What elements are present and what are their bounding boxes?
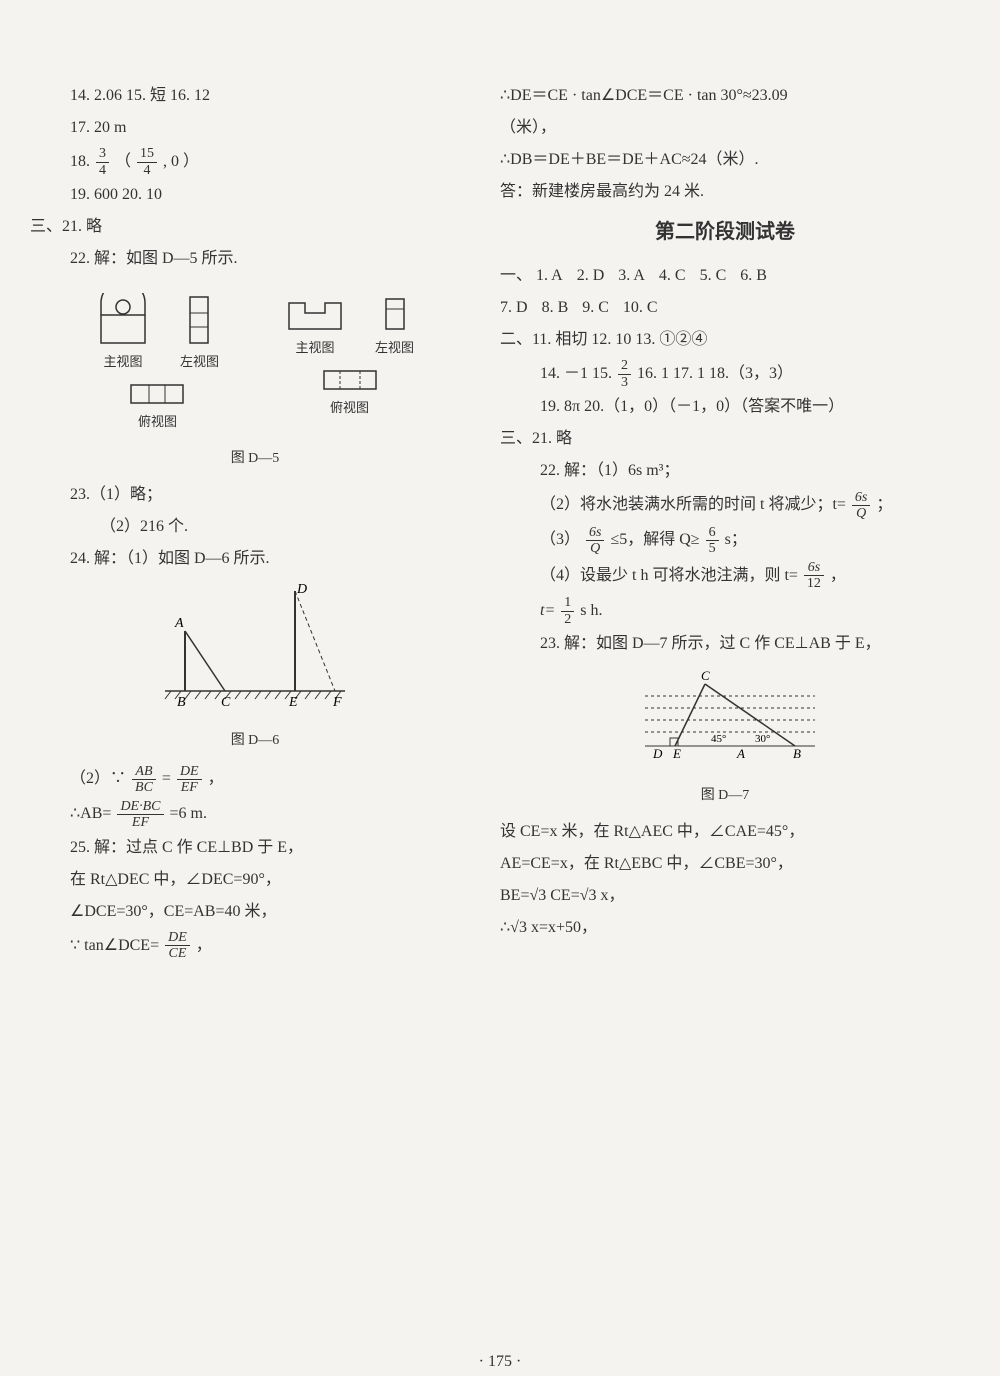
- figure-d6: A B C D E F 图 D—6: [30, 581, 480, 755]
- figure-d5: 主视图 左视图: [30, 281, 480, 473]
- q22-header: 22. 解：如图 D—5 所示.: [30, 243, 480, 275]
- svg-text:D: D: [652, 746, 663, 761]
- ans-4: 4. C: [659, 260, 686, 292]
- r-top-line4: 答：新建楼房最高约为 24 米.: [500, 176, 950, 208]
- r-q23-l3: BE=√3 CE=√3 x，: [500, 880, 950, 912]
- svg-text:A: A: [736, 746, 745, 761]
- svg-text:45°: 45°: [711, 733, 726, 745]
- paren-open: （: [115, 153, 135, 170]
- fig5-group1-left-view-icon: [186, 293, 212, 347]
- section-1-label: 一、 1. A 2. D 3. A 4. C 5. C 6. B: [500, 260, 950, 292]
- q24-part2: （2）∵ ABBC = DEEF ，: [30, 761, 480, 796]
- fig5-main-label-1: 主视图: [103, 349, 142, 375]
- fig5-top-label-2: 俯视图: [330, 395, 369, 421]
- svg-text:C: C: [221, 695, 231, 710]
- q25-line2: 在 Rt△DEC 中，∠DEC=90°，: [30, 864, 480, 896]
- ans-3: 3. A: [618, 260, 645, 292]
- fig7-caption: 图 D—7: [500, 782, 950, 810]
- q24-header: 24. 解：（1）如图 D—6 所示.: [30, 543, 480, 575]
- q25-line1: 25. 解：过点 C 作 CE⊥BD 于 E，: [30, 832, 480, 864]
- answer-q17: 17. 20 m: [30, 112, 480, 144]
- ans-14-18: 14. －1 15. 23 16. 1 17. 1 18.（3，3）: [500, 356, 950, 391]
- svg-text:D: D: [296, 582, 307, 597]
- frac-3-4: 34: [96, 146, 109, 178]
- fig5-main-label-2: 主视图: [295, 335, 334, 361]
- q24-therefore: ∴AB= DE·BCEF =6 m.: [30, 796, 480, 831]
- svg-text:30°: 30°: [755, 733, 770, 745]
- svg-text:F: F: [332, 695, 342, 710]
- fig5-group2-top-view-icon: [320, 367, 380, 393]
- svg-text:B: B: [177, 695, 186, 710]
- fig5-caption: 图 D—5: [30, 445, 480, 473]
- fig5-top-label-1: 俯视图: [138, 409, 177, 435]
- r-q23-l4: ∴√3 x=x+50，: [500, 912, 950, 944]
- ans-19-20: 19. 8π 20.（1，0）（－1，0）（答案不唯一）: [500, 391, 950, 423]
- page-number: · 175 ·: [20, 1003, 980, 1371]
- ans-7-10: 7. D 8. B 9. C 10. C: [500, 292, 950, 324]
- fig7-diagram-icon: C D E A B 45° 30°: [615, 666, 835, 766]
- ans-6: 6. B: [740, 260, 767, 292]
- ans-2: 2. D: [577, 260, 605, 292]
- q25-tan: ∵ tan∠DCE= DECE ，: [30, 928, 480, 963]
- answer-q14-16: 14. 2.06 15. 短 16. 12: [30, 80, 480, 112]
- stage2-title: 第二阶段测试卷: [500, 212, 950, 252]
- fig6-caption: 图 D—6: [30, 727, 480, 755]
- r-q23-head: 23. 解：如图 D—7 所示，过 C 作 CE⊥AB 于 E，: [500, 628, 950, 660]
- r-q22-4: （4）设最少 t h 可将水池注满，则 t= 6s12 ，: [500, 558, 950, 593]
- q18-number: 18.: [70, 153, 90, 170]
- fig6-diagram-icon: A B C D E F: [145, 581, 365, 711]
- svg-text:A: A: [174, 616, 184, 631]
- q23-part1: 23.（1）略；: [30, 479, 480, 511]
- figure-d7: C D E A B 45° 30° 图 D—7: [500, 666, 950, 810]
- fig5-group1-top-view-icon: [127, 381, 187, 407]
- r-top-line1: ∴DE＝CE · tan∠DCE＝CE · tan 30°≈23.09: [500, 80, 950, 112]
- r-q22-3: （3） 6sQ ≤5，解得 Q≥ 65 s；: [500, 522, 950, 557]
- answer-q19-20: 19. 600 20. 10: [30, 179, 480, 211]
- fig5-group2-main-view-icon: [285, 293, 345, 333]
- r-top-line3: ∴DB＝DE＋BE＝DE＋AC≈24（米）.: [500, 144, 950, 176]
- ans-1: 1. A: [536, 260, 563, 292]
- r-q22-t: t= 12 s h.: [500, 593, 950, 628]
- r-q23-l2: AE=CE=x，在 Rt△EBC 中，∠CBE=30°，: [500, 848, 950, 880]
- q23-part2: （2）216 个.: [30, 511, 480, 543]
- r-q22-2: （2）将水池装满水所需的时间 t 将减少；t= 6sQ ；: [500, 487, 950, 522]
- svg-text:B: B: [793, 746, 801, 761]
- answer-q18: 18. 34 （ 154 , 0 ）: [30, 144, 480, 179]
- svg-text:C: C: [701, 668, 710, 683]
- r-q23-l1: 设 CE=x 米，在 Rt△AEC 中，∠CAE=45°，: [500, 816, 950, 848]
- q25-line3: ∠DCE=30°，CE=AB=40 米，: [30, 896, 480, 928]
- section-2-label: 二、11. 相切 12. 10 13. ①②④: [500, 324, 950, 356]
- r-section-3-label: 三、21. 略: [500, 423, 950, 455]
- svg-text:E: E: [288, 695, 298, 710]
- fig5-left-label-1: 左视图: [180, 349, 219, 375]
- r-top-line2: （米），: [500, 112, 950, 144]
- fig5-left-label-2: 左视图: [375, 335, 414, 361]
- paren-close: , 0 ）: [163, 153, 199, 170]
- svg-text:E: E: [672, 746, 681, 761]
- frac-15-4: 154: [137, 146, 157, 178]
- fig5-group1-main-view-icon: [96, 293, 150, 347]
- fig5-group2-left-view-icon: [382, 293, 408, 333]
- section-3-label: 三、21. 略: [30, 211, 480, 243]
- ans-5: 5. C: [700, 260, 727, 292]
- r-q22-1: 22. 解：（1）6s m³；: [500, 455, 950, 487]
